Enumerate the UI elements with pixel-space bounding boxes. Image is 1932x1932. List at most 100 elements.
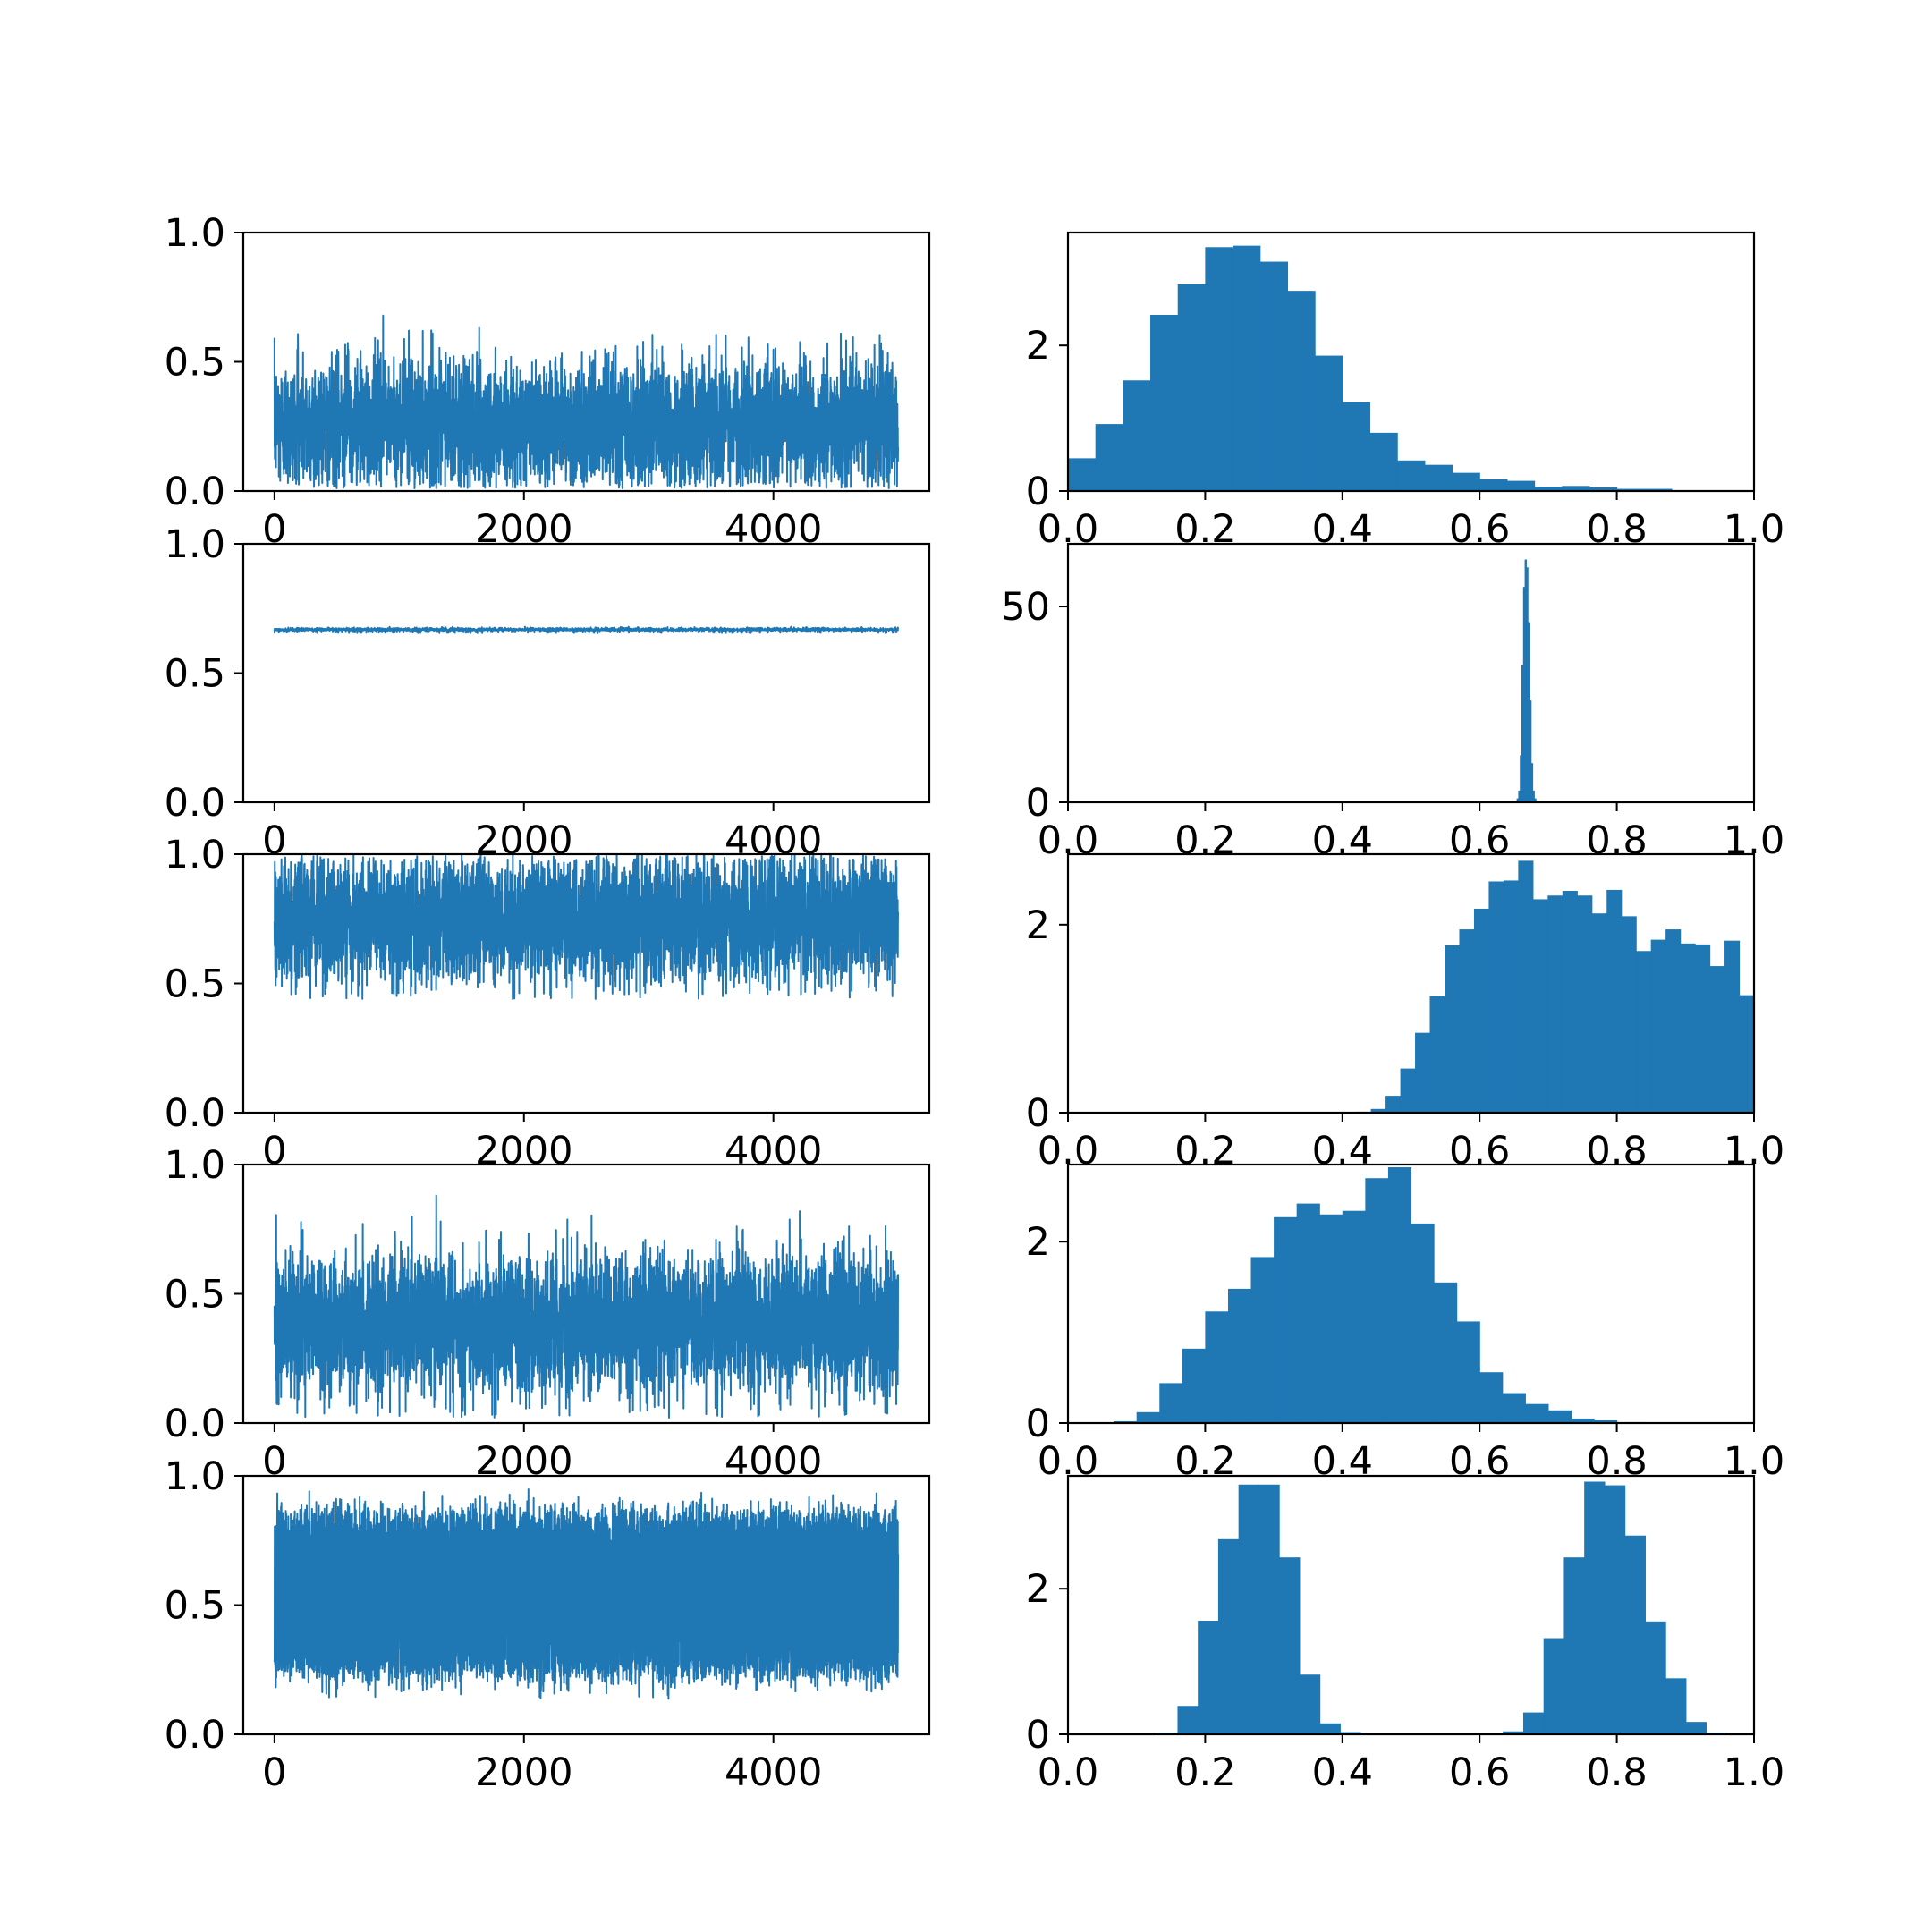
axes-frame: [1066, 231, 1756, 493]
histogram-bar: [1424, 464, 1453, 491]
histogram-bar: [1397, 460, 1426, 491]
x-tick-label: 0.4: [1312, 1750, 1373, 1795]
x-tick-label: 1.0: [1724, 1750, 1784, 1795]
y-tick-label: 0: [1026, 1402, 1050, 1446]
x-tick-label: 0.8: [1586, 1750, 1647, 1795]
x-tick-label: 0: [262, 507, 286, 552]
histogram-bar: [1577, 895, 1593, 1113]
histogram-bar: [1217, 1538, 1240, 1734]
histogram-bar: [1299, 1674, 1321, 1734]
axes-frame: [1066, 1474, 1756, 1736]
histogram-bar: [1400, 1068, 1416, 1113]
x-tick-label: 0.4: [1312, 507, 1373, 552]
histogram-bar: [1524, 559, 1527, 802]
subplot-9: 0 2000 4000 0.0 0.5 1.0: [165, 1454, 931, 1795]
histogram-bar: [1473, 908, 1490, 1113]
plot-area: [273, 1194, 899, 1419]
histogram-bar: [1369, 432, 1398, 491]
y-tick-label: 1.0: [165, 211, 225, 256]
histogram-bar: [1665, 929, 1682, 1113]
histogram-bar: [1205, 1311, 1229, 1423]
histogram-bar: [1621, 916, 1637, 1113]
histogram-bar: [1365, 1178, 1389, 1423]
histogram-bar: [1296, 1203, 1320, 1423]
x-tick-label: 0: [262, 1750, 286, 1795]
histogram-bar: [1591, 913, 1607, 1113]
histogram-bar: [1571, 1418, 1595, 1423]
histogram-bar: [1636, 951, 1652, 1113]
plot-area: [1356, 860, 1754, 1113]
histogram-bar: [1518, 790, 1521, 802]
histogram-bar: [1589, 487, 1618, 491]
histogram-bar: [1645, 1621, 1666, 1734]
histogram-bar: [1522, 587, 1526, 802]
y-tick-label: 0.5: [165, 652, 225, 697]
x-tick-label: 0.4: [1312, 818, 1373, 863]
histogram-bar: [1342, 1210, 1366, 1423]
histogram-bar: [1456, 1321, 1480, 1423]
histogram-bar: [1529, 700, 1532, 802]
histogram-bar: [1562, 486, 1590, 491]
histogram-bar: [1233, 245, 1261, 491]
histogram-bar: [1522, 1712, 1545, 1734]
histogram-bar: [1606, 889, 1623, 1113]
x-tick-label: 0.6: [1449, 818, 1510, 863]
histogram-bar: [1616, 488, 1645, 491]
plot-area: [1516, 559, 1537, 802]
y-tick-label: 0.0: [165, 1713, 225, 1758]
x-tick-label: 0.8: [1586, 1129, 1647, 1174]
x-tick-label: 0: [262, 818, 286, 863]
subplot-2: 0.0 0.2 0.4 0.6 0.8 1.002: [1026, 231, 1784, 552]
y-tick-label: 0.0: [165, 781, 225, 826]
histogram-bar: [1177, 284, 1206, 491]
x-tick-label: 4000: [724, 507, 822, 552]
y-tick-label: 0.0: [165, 470, 225, 514]
x-tick-label: 2000: [475, 1129, 572, 1174]
histogram-bar: [1429, 996, 1445, 1113]
histogram-bar: [1315, 355, 1343, 491]
x-tick-label: 0.8: [1586, 1439, 1647, 1484]
histogram-bar: [1534, 798, 1537, 802]
histogram-bar: [1205, 247, 1233, 491]
x-tick-label: 4000: [724, 1439, 822, 1484]
histogram-bar: [1506, 480, 1536, 491]
histogram-bar: [1250, 1257, 1275, 1423]
histogram-bar: [1279, 1557, 1301, 1734]
subplot-3: 0 2000 4000 0.0 0.5 1.0: [165, 522, 931, 863]
y-tick-label: 0.5: [165, 341, 225, 386]
trace-line: [273, 625, 899, 634]
histogram-bar: [1274, 1216, 1298, 1423]
histogram-bar: [1452, 472, 1480, 491]
histogram-bar: [1182, 1348, 1206, 1423]
plot-area: [273, 314, 899, 490]
x-tick-label: 0.4: [1312, 1439, 1373, 1484]
histogram-bar: [1518, 860, 1534, 1113]
histogram-bar: [1387, 1167, 1412, 1423]
histogram-bar: [1650, 939, 1666, 1113]
y-tick-label: 0.0: [165, 1402, 225, 1446]
plot-area: [1114, 1167, 1640, 1423]
y-tick-label: 0.5: [165, 1584, 225, 1629]
x-tick-label: 4000: [724, 1750, 822, 1795]
y-tick-label: 0.5: [165, 1273, 225, 1318]
histogram-bar: [1479, 1372, 1504, 1423]
histogram-bar: [1479, 479, 1508, 491]
histogram-bar: [1068, 458, 1097, 491]
x-tick-label: 4000: [724, 818, 822, 863]
y-tick-label: 2: [1026, 324, 1050, 369]
x-tick-label: 2000: [475, 1439, 572, 1484]
x-tick-label: 0.6: [1449, 1750, 1510, 1795]
histogram-bar: [1685, 1722, 1707, 1734]
subplot-7: 0 2000 4000 0.0 0.5 1.0: [165, 1143, 931, 1484]
histogram-bar: [1724, 940, 1741, 1113]
histogram-bar: [1644, 488, 1673, 491]
histogram-bar: [1459, 929, 1475, 1113]
plot-area: [273, 854, 899, 1000]
histogram-bar: [1411, 1223, 1435, 1423]
y-tick-label: 1.0: [165, 1454, 225, 1499]
histogram-bar: [1340, 1732, 1361, 1734]
x-tick-label: 0.8: [1586, 507, 1647, 552]
histogram-bar: [1739, 995, 1754, 1113]
